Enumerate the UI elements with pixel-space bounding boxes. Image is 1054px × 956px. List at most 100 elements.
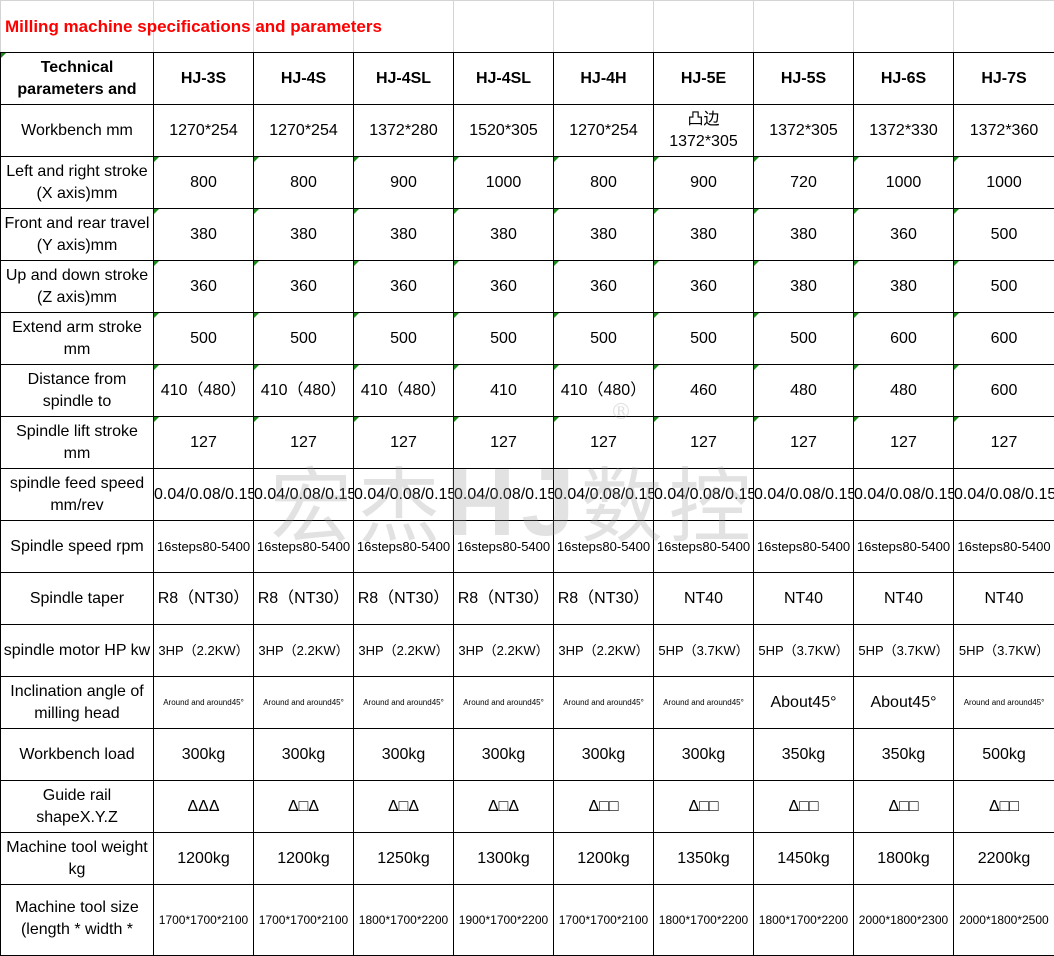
value-cell[interactable]: 凸边1372*305 xyxy=(654,105,754,157)
row-label-cell[interactable]: Machine tool weight kg xyxy=(1,833,154,885)
value-cell[interactable]: 600 xyxy=(854,313,954,365)
value-cell[interactable]: 127 xyxy=(354,417,454,469)
value-cell[interactable]: 480 xyxy=(854,365,954,417)
value-cell[interactable]: 360 xyxy=(854,209,954,261)
value-cell[interactable]: 300kg xyxy=(454,729,554,781)
value-cell[interactable]: 127 xyxy=(554,417,654,469)
header-label-cell[interactable]: Technical parameters and xyxy=(1,53,154,105)
value-cell[interactable]: 350kg xyxy=(754,729,854,781)
value-cell[interactable]: 600 xyxy=(954,313,1054,365)
value-cell[interactable]: 300kg xyxy=(254,729,354,781)
value-cell[interactable]: 0.04/0.08/0.15 xyxy=(954,469,1054,521)
row-label-cell[interactable]: Distance from spindle to xyxy=(1,365,154,417)
row-label-cell[interactable]: spindle feed speed mm/rev xyxy=(1,469,154,521)
value-cell[interactable]: 360 xyxy=(554,261,654,313)
value-cell[interactable]: 1900*1700*2200 xyxy=(454,885,554,956)
value-cell[interactable]: 500 xyxy=(254,313,354,365)
value-cell[interactable]: 410 xyxy=(454,365,554,417)
value-cell[interactable]: 127 xyxy=(254,417,354,469)
value-cell[interactable]: Δ□□ xyxy=(954,781,1054,833)
value-cell[interactable]: 300kg xyxy=(654,729,754,781)
row-label-cell[interactable]: Extend arm stroke mm xyxy=(1,313,154,365)
value-cell[interactable]: 1450kg xyxy=(754,833,854,885)
value-cell[interactable]: 360 xyxy=(254,261,354,313)
row-label-cell[interactable]: Guide rail shapeX.Y.Z xyxy=(1,781,154,833)
value-cell[interactable]: NT40 xyxy=(954,573,1054,625)
empty-cell[interactable] xyxy=(654,1,754,53)
value-cell[interactable]: 0.04/0.08/0.15 xyxy=(354,469,454,521)
value-cell[interactable]: 1000 xyxy=(854,157,954,209)
row-label-cell[interactable]: Spindle speed rpm xyxy=(1,521,154,573)
value-cell[interactable]: 3HP（2.2KW） xyxy=(254,625,354,677)
value-cell[interactable]: 380 xyxy=(754,209,854,261)
value-cell[interactable]: Around and around45° xyxy=(654,677,754,729)
value-cell[interactable]: 300kg xyxy=(354,729,454,781)
value-cell[interactable]: R8（NT30） xyxy=(454,573,554,625)
value-cell[interactable]: 500 xyxy=(554,313,654,365)
value-cell[interactable]: 500 xyxy=(654,313,754,365)
value-cell[interactable]: R8（NT30） xyxy=(354,573,454,625)
value-cell[interactable]: 410（480） xyxy=(354,365,454,417)
value-cell[interactable]: 410（480） xyxy=(554,365,654,417)
row-label-cell[interactable]: Workbench load xyxy=(1,729,154,781)
value-cell[interactable]: 127 xyxy=(954,417,1054,469)
value-cell[interactable]: 1270*254 xyxy=(254,105,354,157)
value-cell[interactable]: 600 xyxy=(954,365,1054,417)
value-cell[interactable]: 1350kg xyxy=(654,833,754,885)
value-cell[interactable]: 1520*305 xyxy=(454,105,554,157)
value-cell[interactable]: 1300kg xyxy=(454,833,554,885)
value-cell[interactable]: 300kg xyxy=(554,729,654,781)
value-cell[interactable]: 500 xyxy=(754,313,854,365)
value-cell[interactable]: 500kg xyxy=(954,729,1054,781)
model-header-cell[interactable]: HJ-4H xyxy=(554,53,654,105)
row-label-cell[interactable]: Inclination angle of milling head xyxy=(1,677,154,729)
value-cell[interactable]: 410（480） xyxy=(154,365,254,417)
value-cell[interactable]: 1250kg xyxy=(354,833,454,885)
value-cell[interactable]: 16steps80-5400 xyxy=(354,521,454,573)
value-cell[interactable]: 5HP（3.7KW） xyxy=(854,625,954,677)
model-header-cell[interactable]: HJ-4S xyxy=(254,53,354,105)
value-cell[interactable]: 127 xyxy=(654,417,754,469)
model-header-cell[interactable]: HJ-5S xyxy=(754,53,854,105)
value-cell[interactable]: NT40 xyxy=(854,573,954,625)
value-cell[interactable]: 16steps80-5400 xyxy=(254,521,354,573)
value-cell[interactable]: 800 xyxy=(554,157,654,209)
value-cell[interactable]: 5HP（3.7KW） xyxy=(654,625,754,677)
value-cell[interactable]: Around and around45° xyxy=(454,677,554,729)
value-cell[interactable]: 1700*1700*2100 xyxy=(254,885,354,956)
value-cell[interactable]: 500 xyxy=(154,313,254,365)
empty-cell[interactable] xyxy=(154,1,254,53)
value-cell[interactable]: NT40 xyxy=(654,573,754,625)
value-cell[interactable]: About45° xyxy=(754,677,854,729)
value-cell[interactable]: 0.04/0.08/0.15 xyxy=(554,469,654,521)
value-cell[interactable]: 1000 xyxy=(954,157,1054,209)
model-header-cell[interactable]: HJ-4SL xyxy=(454,53,554,105)
value-cell[interactable]: 1200kg xyxy=(254,833,354,885)
model-header-cell[interactable]: HJ-7S xyxy=(954,53,1054,105)
empty-cell[interactable] xyxy=(354,1,454,53)
value-cell[interactable]: 1372*305 xyxy=(754,105,854,157)
value-cell[interactable]: 1800*1700*2200 xyxy=(354,885,454,956)
value-cell[interactable]: 16steps80-5400 xyxy=(754,521,854,573)
value-cell[interactable]: 380 xyxy=(654,209,754,261)
row-label-cell[interactable]: Workbench mm xyxy=(1,105,154,157)
value-cell[interactable]: 1700*1700*2100 xyxy=(554,885,654,956)
value-cell[interactable]: 500 xyxy=(454,313,554,365)
value-cell[interactable]: 360 xyxy=(354,261,454,313)
value-cell[interactable]: 1372*330 xyxy=(854,105,954,157)
value-cell[interactable]: 480 xyxy=(754,365,854,417)
value-cell[interactable]: 3HP（2.2KW） xyxy=(354,625,454,677)
value-cell[interactable]: Δ□Δ xyxy=(254,781,354,833)
model-header-cell[interactable]: HJ-5E xyxy=(654,53,754,105)
value-cell[interactable]: 720 xyxy=(754,157,854,209)
value-cell[interactable]: 1000 xyxy=(454,157,554,209)
value-cell[interactable]: 16steps80-5400 xyxy=(954,521,1054,573)
value-cell[interactable]: 1372*280 xyxy=(354,105,454,157)
value-cell[interactable]: 1372*360 xyxy=(954,105,1054,157)
value-cell[interactable]: 900 xyxy=(354,157,454,209)
value-cell[interactable]: R8（NT30） xyxy=(254,573,354,625)
empty-cell[interactable] xyxy=(554,1,654,53)
value-cell[interactable]: 360 xyxy=(654,261,754,313)
value-cell[interactable]: 500 xyxy=(954,261,1054,313)
value-cell[interactable]: 0.04/0.08/0.15 xyxy=(654,469,754,521)
